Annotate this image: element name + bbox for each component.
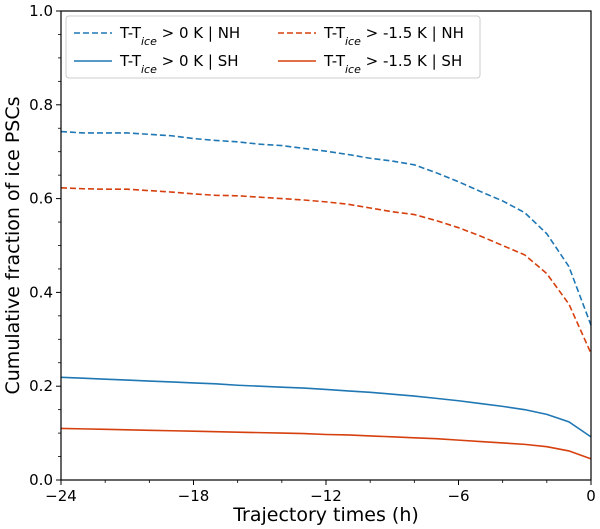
x-tick-label: −6 <box>447 487 469 505</box>
y-tick-label: 1.0 <box>29 2 53 20</box>
y-tick-label: 0.8 <box>29 96 53 114</box>
legend: T-Tice > 0 K | NH T-Tice > 0 K | SH T-Tice… <box>65 15 481 79</box>
series-line-3 <box>60 187 592 354</box>
series-layer <box>60 130 592 460</box>
legend-label-2: T-Tice > 0 K | SH <box>119 52 239 76</box>
series-line-1 <box>60 130 592 326</box>
legend-label-4: T-Tice > -1.5 K | SH <box>323 52 462 76</box>
y-tick-label: 0.0 <box>29 471 53 489</box>
x-tick-label: 0 <box>586 487 596 505</box>
x-tick-label: −12 <box>310 487 342 505</box>
y-axis-title: Cumulative fraction of ice PSCs <box>2 97 24 395</box>
series-line-2 <box>60 376 592 438</box>
ticks-layer: −24 −18 −12 −6 0 0.0 0.2 0.4 0.6 0.8 1.0 <box>29 2 596 505</box>
legend-label-3: T-Tice > -1.5 K | NH <box>323 24 464 48</box>
x-tick-label: −18 <box>178 487 210 505</box>
plot-frame <box>60 10 592 481</box>
legend-label-1: T-Tice > 0 K | NH <box>119 24 240 48</box>
x-axis-title: Trajectory times (h) <box>232 504 419 526</box>
y-tick-label: 0.2 <box>29 377 53 395</box>
legend-box <box>65 15 481 79</box>
y-tick-label: 0.4 <box>29 283 53 301</box>
series-line-4 <box>60 427 592 460</box>
y-tick-label: 0.6 <box>29 190 53 208</box>
x-tick-label: −24 <box>45 487 77 505</box>
